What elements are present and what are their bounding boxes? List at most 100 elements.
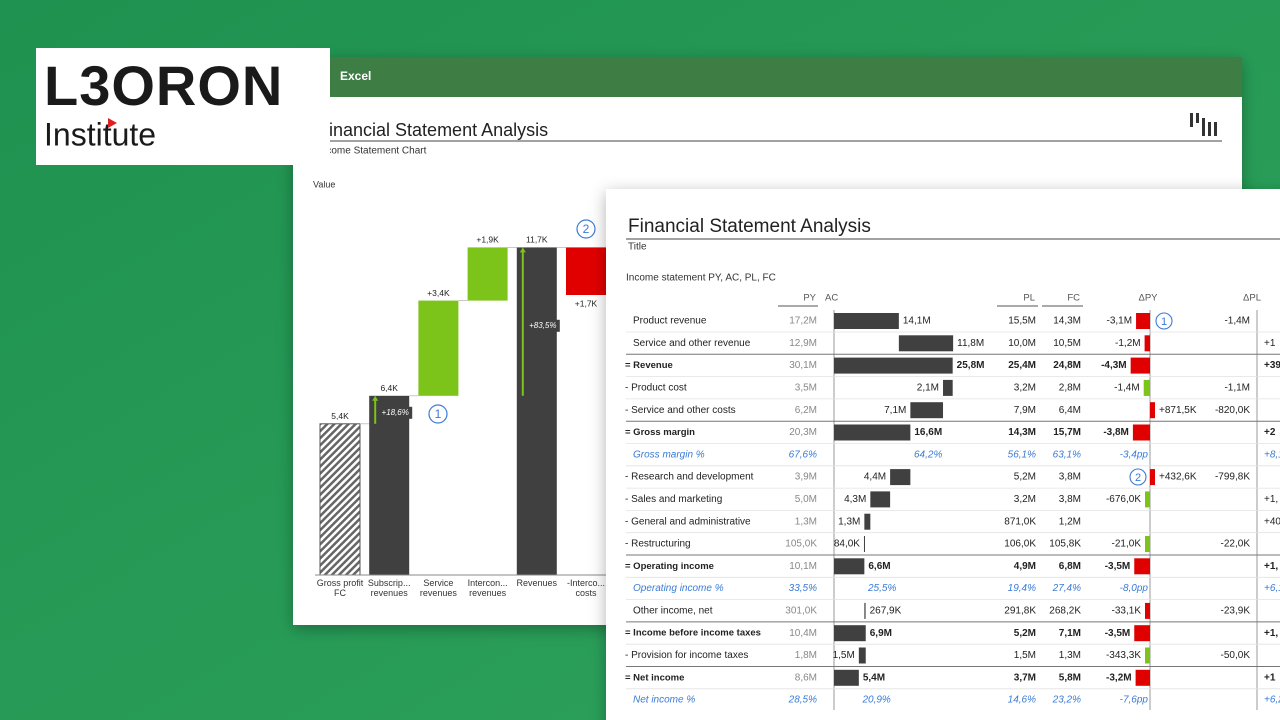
dpy-bar — [1143, 379, 1150, 396]
ac-cell: 1,3M — [838, 516, 860, 527]
ac-bar — [834, 625, 866, 642]
ac-cell: 267,9K — [870, 606, 902, 617]
dpl-cell: -799,8K — [1215, 472, 1250, 483]
growth-arrowhead — [519, 247, 526, 253]
fc-cell: 105,8K — [1049, 539, 1081, 550]
py-cell: 5,0M — [795, 494, 817, 505]
logo-tagline: Institute — [44, 116, 156, 152]
x-tick-label: Service revenues — [419, 578, 457, 598]
py-cell: 10,4M — [789, 628, 817, 639]
category-slot: Intercon... revenues — [468, 578, 508, 598]
col-header: FC — [1067, 293, 1080, 304]
ac-cell: 16,6M — [914, 427, 942, 438]
fc-cell: 5,8M — [1059, 672, 1081, 683]
logo: L3ORON Institute — [36, 48, 330, 165]
logo-name: L3ORON — [44, 54, 283, 117]
row-label: = Revenue — [625, 360, 673, 371]
fc-cell: 15,7M — [1053, 427, 1081, 438]
pl-cell: 15,5M — [1008, 316, 1036, 327]
ac-bar — [943, 379, 953, 396]
dpy-cell: -21,0K — [1112, 539, 1142, 550]
category-slot: Revenues — [516, 578, 558, 588]
ac-cell: 1,5M — [833, 650, 855, 661]
growth-arrowhead — [372, 395, 379, 401]
dpy-bar — [1144, 335, 1150, 352]
dpy-cell: -3,8M — [1103, 427, 1129, 438]
dpy-bar — [1130, 357, 1150, 374]
ac-bar — [910, 402, 944, 419]
marker: 1 — [435, 407, 442, 421]
py-cell: 10,1M — [789, 561, 817, 572]
front-window: Financial Statement Analysis Title Incom… — [606, 189, 1280, 720]
pl-cell: 14,6% — [1008, 695, 1036, 706]
ac-cell: 25,5% — [867, 583, 896, 594]
ac-cell: 2,1M — [917, 383, 939, 394]
ac-bar — [898, 335, 954, 352]
category-slot: Service revenues — [419, 578, 457, 598]
dpy-bar — [1145, 536, 1150, 552]
fc-cell: 63,1% — [1053, 449, 1081, 460]
annotation-box — [378, 406, 413, 419]
dpy-cell: -676,0K — [1106, 494, 1141, 505]
dpy-cell: -343,3K — [1106, 650, 1141, 661]
title-bar — [293, 57, 1242, 97]
fc-cell: 24,8M — [1053, 360, 1081, 371]
fc-cell: 23,2% — [1052, 695, 1081, 706]
marker: 1 — [1161, 316, 1167, 328]
bar — [467, 247, 508, 301]
dpl-cell: -1,1M — [1224, 383, 1250, 394]
dpl-cell: -820,0K — [1215, 405, 1250, 416]
marker-circle — [1155, 312, 1173, 330]
py-cell: 17,2M — [789, 316, 817, 327]
ac-cell: 20,9% — [861, 695, 890, 706]
annotation-box — [525, 319, 560, 332]
dpl-cell: +1 — [1264, 338, 1276, 349]
dpy-cell: -1,2M — [1115, 338, 1141, 349]
pl-cell: 871,0K — [1004, 516, 1036, 527]
py-cell: 1,3M — [795, 516, 817, 527]
row-label: - Product cost — [625, 383, 687, 394]
pl-cell: 25,4M — [1008, 360, 1036, 371]
value-label: +1,7K — [575, 298, 598, 308]
pl-cell: 3,7M — [1014, 672, 1036, 683]
row-label: = Operating income — [625, 561, 714, 572]
ac-cell: 11,8M — [957, 338, 984, 349]
dpy-cell: -3,5M — [1105, 561, 1131, 572]
row-label: = Gross margin — [625, 427, 695, 438]
pl-cell: 3,2M — [1014, 383, 1036, 394]
pl-cell: 5,2M — [1014, 472, 1036, 483]
dpy-bar — [1136, 313, 1150, 329]
py-cell: 8,6M — [795, 672, 817, 683]
row-label: = Net income — [625, 672, 684, 683]
pl-cell: 106,0K — [1004, 539, 1036, 550]
ac-cell: 6,6M — [868, 561, 890, 572]
bar — [319, 423, 361, 576]
value-label: +1,9K — [476, 235, 499, 245]
pl-cell: 291,8K — [1004, 606, 1036, 617]
col-header: AC — [825, 293, 838, 304]
dpy-cell: +432,6K — [1159, 472, 1197, 483]
ac-cell: 84,0K — [834, 539, 860, 550]
dpl-cell: -23,9K — [1221, 606, 1251, 617]
ac-bar — [858, 647, 866, 664]
fc-cell: 3,8M — [1059, 494, 1081, 505]
ac-bar — [834, 313, 899, 329]
ac-cell: 4,4M — [864, 472, 886, 483]
dpy-cell: -3,1M — [1106, 316, 1132, 327]
x-tick-label: Revenues — [516, 578, 558, 588]
dpl-cell: +6,1 — [1264, 583, 1280, 594]
dpy-bar — [1135, 669, 1150, 686]
py-cell: 1,8M — [795, 650, 817, 661]
dpl-cell: +39 — [1264, 360, 1280, 371]
dpy-bar — [1150, 402, 1155, 419]
py-cell: 28,5% — [788, 695, 817, 706]
dpl-cell: +40 — [1264, 516, 1280, 527]
py-cell: 30,1M — [789, 360, 817, 371]
ac-cell: 14,1M — [903, 316, 931, 327]
x-tick-label: Gross profit FC — [316, 578, 364, 598]
ac-bar — [864, 602, 866, 619]
fc-cell: 14,3M — [1053, 316, 1081, 327]
report-title: Financial Statement Analysis — [628, 216, 871, 237]
report-title: Financial Statement Analysis — [318, 120, 548, 140]
dpy-bar — [1145, 602, 1150, 619]
